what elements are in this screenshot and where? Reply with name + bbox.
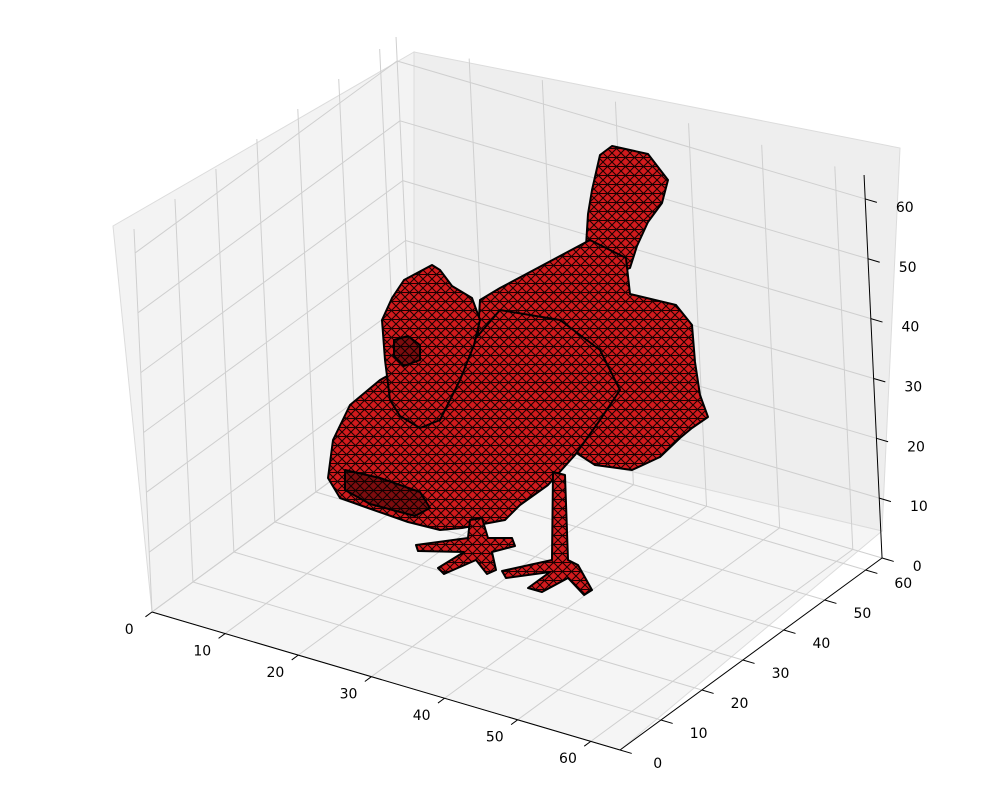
y-tick-mark <box>660 719 673 724</box>
grid-line-z-left <box>143 240 406 433</box>
tick-labels: 0 0 0 10 10 10 20 20 20 30 30 30 40 40 40 50 50 50 60 60 60 <box>125 200 928 772</box>
tick-marks <box>145 198 894 754</box>
grid-line-x-floor <box>590 548 854 742</box>
voxel-leg-right <box>501 471 593 596</box>
x-tick-label: 50 <box>486 730 504 746</box>
z-tick-label: 50 <box>899 260 917 276</box>
x-tick-label: 20 <box>267 665 285 681</box>
y-tick-label: 30 <box>772 666 790 682</box>
x-tick-mark <box>291 654 299 661</box>
grid-line-y-floor <box>274 521 743 661</box>
z-tick-label: 30 <box>904 380 922 396</box>
y-tick-label: 0 <box>653 756 662 772</box>
y-tick-label: 40 <box>813 636 831 652</box>
x-tick-mark <box>145 611 153 618</box>
grid-line-z-right <box>397 60 866 200</box>
grid-line-x-floor <box>517 527 780 721</box>
voxel-tail <box>584 145 669 281</box>
grid-line-y-wall <box>133 229 153 613</box>
voxel-head-shadow <box>393 335 421 367</box>
x-axis-line <box>151 611 621 751</box>
y-tick-label: 20 <box>731 696 749 712</box>
z-tick-mark <box>867 258 880 263</box>
x-tick-mark <box>218 633 226 639</box>
grid-line-z-left <box>137 120 401 314</box>
voxel-neck <box>381 264 481 429</box>
x-tick-label: 40 <box>413 708 431 724</box>
z-tick-label: 20 <box>907 439 925 455</box>
x-tick-label: 60 <box>559 751 577 767</box>
z-tick-label: 10 <box>910 499 928 515</box>
y-tick-label: 10 <box>690 726 708 742</box>
grid-line-x-floor <box>444 505 707 699</box>
y-tick-mark <box>783 629 796 634</box>
grid-line-y-floor <box>233 551 703 691</box>
z-axis-line <box>863 174 883 559</box>
x-tick-label: 10 <box>193 643 211 659</box>
y-tick-label: 60 <box>894 576 912 592</box>
y-tick-label: 50 <box>853 606 871 622</box>
y-tick-mark <box>824 599 837 604</box>
grid-line-y-floor <box>192 581 662 721</box>
voxel-leg-left <box>415 517 516 575</box>
x-tick-mark <box>364 676 372 682</box>
y-tick-mark <box>619 749 632 754</box>
grid-line-z-left <box>146 299 409 493</box>
x-tick-mark <box>583 740 592 747</box>
y-axis-line <box>619 557 883 751</box>
z-tick-label: 40 <box>902 320 920 336</box>
z-tick-mark <box>876 437 889 443</box>
y-tick-mark <box>742 659 755 664</box>
voxel-object-chicken <box>327 145 709 596</box>
z-tick-mark <box>870 318 883 323</box>
y-tick-mark <box>865 569 878 574</box>
z-tick-label: 60 <box>896 200 914 216</box>
voxel-belly-shadow <box>344 469 431 517</box>
grid-line-y-wall <box>256 139 276 523</box>
grid-line-x-floor <box>371 484 634 678</box>
grid-line-x-wall <box>834 166 854 550</box>
x-tick-label: 30 <box>340 686 358 702</box>
x-tick-mark <box>510 719 518 726</box>
grid-line-x-wall <box>688 123 708 507</box>
grid-line-z-left <box>134 60 398 254</box>
axis-lines <box>151 174 883 751</box>
grid-line-y-wall <box>297 109 317 493</box>
grid-line-z-left <box>140 180 404 374</box>
z-tick-mark <box>865 198 878 203</box>
grid-line-y-wall <box>338 79 358 463</box>
grid-line-y-wall <box>174 199 194 583</box>
grid-line-x-wall <box>761 144 781 528</box>
z-tick-label: 0 <box>913 559 922 575</box>
z-tick-mark <box>879 497 892 503</box>
grid-line-y-wall <box>215 169 235 553</box>
z-tick-mark <box>881 557 894 562</box>
y-tick-mark <box>701 689 714 694</box>
z-tick-mark <box>873 377 886 383</box>
x-tick-label: 0 <box>125 622 134 638</box>
voxel-body-front <box>327 309 621 531</box>
x-tick-mark <box>437 697 445 704</box>
